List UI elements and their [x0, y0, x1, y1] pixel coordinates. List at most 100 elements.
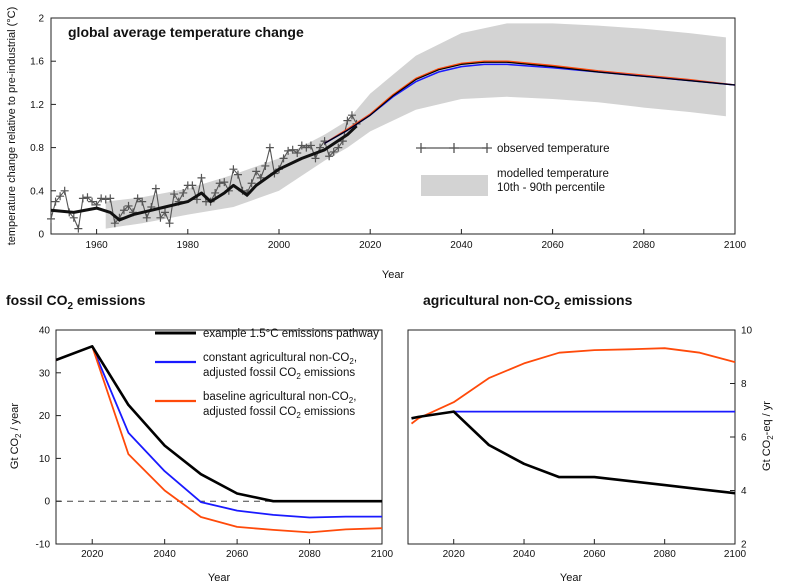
legend-band-swatch [421, 175, 488, 196]
observed-point [161, 208, 169, 217]
observed-point [170, 190, 179, 199]
y-axis-label: temperature change relative to pre-indus… [6, 7, 18, 246]
legend: example 1.5°C emissions pathway constant… [155, 328, 379, 420]
y-tick-label: 0 [38, 230, 44, 241]
observed-point [220, 178, 229, 187]
observed-point [197, 173, 206, 182]
x-tick-label: 2080 [298, 549, 321, 560]
observed-point [51, 197, 60, 206]
legend-blue-label-1: constant agricultural non-CO2, [203, 352, 357, 366]
observed-point [88, 197, 97, 206]
fossil-lines [55, 344, 383, 534]
observed-point [279, 154, 288, 163]
observed-point [69, 213, 78, 222]
x-tick-label: 2040 [513, 549, 536, 560]
x-tick-label: 2040 [450, 240, 473, 251]
pathway-black-line [55, 344, 382, 503]
y-tick-label: 2 [741, 540, 747, 551]
observed-point [47, 214, 55, 223]
band-area [105, 23, 726, 229]
x-tick-label: 2020 [359, 240, 382, 251]
observed-point [74, 224, 83, 233]
x-axis-label: Year [382, 269, 405, 281]
y-tick-label: 0 [44, 497, 50, 508]
observed-point [252, 167, 261, 176]
y-tick-label: 0.4 [30, 186, 44, 197]
agri-lines [410, 347, 736, 495]
pathway-blue-line [55, 345, 382, 519]
observed-point [56, 192, 65, 201]
x-tick-label: 2020 [81, 549, 104, 560]
observed-point [83, 193, 92, 202]
y-tick-label: -10 [36, 540, 51, 551]
observed-point [325, 152, 334, 161]
legend-observed-markers [416, 143, 492, 153]
y-tick-label: 20 [39, 411, 51, 422]
y-tick-label: 4 [741, 486, 747, 497]
temperature-ticks: 1960 1980 2000 2020 2040 2060 2080 2100 0 0.4 0.8 1… [30, 14, 746, 252]
y-tick-label: 8 [741, 379, 747, 390]
observed-point [229, 165, 238, 174]
legend-blue-label-2: adjusted fossil CO2 emissions [203, 367, 355, 381]
observed-point [247, 179, 256, 188]
observed-point [293, 149, 302, 157]
observed-point [119, 206, 128, 215]
observed-point [133, 194, 142, 203]
y-tick-label: 0.8 [30, 143, 44, 154]
x-axis-label: Year [208, 572, 231, 584]
observed-point [265, 143, 274, 152]
observed-point [101, 195, 110, 204]
x-tick-label: 1960 [85, 240, 108, 251]
model-red-line [324, 60, 736, 144]
y-tick-label: 10 [39, 454, 51, 465]
observed-point [284, 146, 293, 155]
observed-point [343, 116, 352, 125]
fossil-ticks: 2020 2040 2060 2080 2100 -10 0 10 20 30 40 [36, 326, 394, 561]
observed-point [297, 141, 306, 150]
observed-point [124, 201, 133, 210]
y-axis-label: Gt CO2 / year [9, 403, 23, 470]
x-tick-label: 2100 [371, 549, 394, 560]
x-tick-label: 1980 [177, 240, 200, 251]
observed-point [188, 181, 197, 190]
y-tick-label: 40 [39, 326, 51, 337]
chart-title: fossil CO2 emissions [6, 292, 146, 312]
chart-title: global average temperature change [68, 24, 304, 40]
observed-point [142, 213, 151, 222]
y-tick-label: 10 [741, 326, 753, 337]
x-tick-label: 2100 [724, 240, 747, 251]
observed-smoothed-line [50, 124, 358, 222]
observed-point [306, 141, 315, 150]
x-tick-label: 2060 [541, 240, 564, 251]
agri-red-line [410, 347, 736, 425]
observed-point [179, 188, 188, 197]
observed-point [302, 143, 311, 152]
observed-point [156, 213, 165, 222]
percentile-band [105, 23, 726, 229]
observed-point [60, 186, 69, 195]
observed-point [211, 188, 220, 197]
y-tick-label: 30 [39, 368, 51, 379]
legend-black-label: example 1.5°C emissions pathway [203, 328, 379, 340]
observed-point [311, 154, 320, 163]
observed-point [233, 170, 242, 179]
x-tick-label: 2020 [443, 549, 466, 560]
x-axis-label: Year [560, 572, 583, 584]
observed-point [261, 161, 270, 170]
observed-point [106, 194, 115, 203]
legend-model-label: modelled temperature [497, 168, 609, 180]
legend-percentile-label: 10th - 90th percentile [497, 182, 605, 194]
observed-point [78, 194, 87, 203]
y-tick-label: 2 [38, 14, 44, 25]
observed-point [334, 143, 343, 152]
observed-point [347, 111, 356, 120]
y-tick-label: 1.2 [30, 100, 44, 111]
legend: observed temperature modelled temperatur… [416, 143, 610, 196]
observed-point [288, 145, 297, 154]
x-tick-label: 2080 [654, 549, 677, 560]
plot-frame [407, 329, 736, 545]
model-black-line [324, 61, 736, 144]
